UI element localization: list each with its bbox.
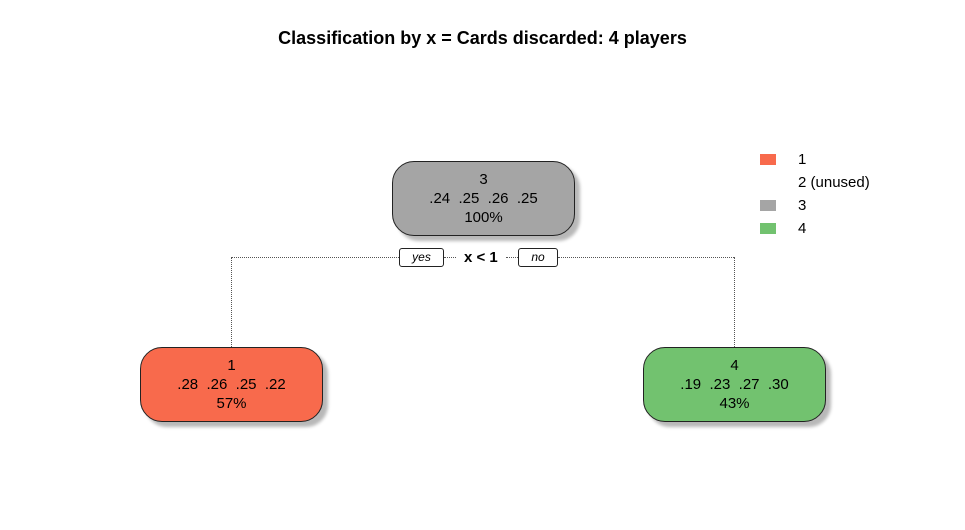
legend-label: 4	[798, 220, 807, 237]
legend-swatch	[760, 177, 776, 188]
no-label: no	[518, 248, 558, 267]
yes-label: yes	[399, 248, 444, 267]
connector-left-vertical	[231, 257, 232, 347]
root-class: 3	[479, 171, 488, 188]
legend: 1 2 (unused) 3 4	[760, 148, 870, 240]
left-class: 1	[227, 357, 236, 374]
legend-swatch	[760, 200, 776, 211]
chart-title: Classification by x = Cards discarded: 4…	[278, 28, 687, 48]
left-probs: .28 .26 .25 .22	[177, 376, 286, 393]
left-leaf-node: 1 .28 .26 .25 .22 57%	[140, 347, 323, 422]
right-probs: .19 .23 .27 .30	[680, 376, 789, 393]
legend-item: 4	[760, 217, 870, 240]
root-pct: 100%	[464, 209, 503, 226]
legend-item: 3	[760, 194, 870, 217]
legend-item: 2 (unused)	[760, 171, 870, 194]
legend-item: 1	[760, 148, 870, 171]
right-pct: 43%	[719, 395, 750, 412]
connector-mid-right	[506, 257, 518, 258]
right-class: 4	[730, 357, 739, 374]
connector-left-horizontal	[231, 257, 399, 258]
legend-label: 2 (unused)	[798, 174, 870, 191]
legend-label: 1	[798, 151, 807, 168]
legend-swatch	[760, 154, 776, 165]
connector-right-horizontal	[558, 257, 734, 258]
left-pct: 57%	[216, 395, 247, 412]
root-probs: .24 .25 .26 .25	[429, 190, 538, 207]
split-rule: x < 1	[464, 249, 498, 266]
legend-swatch	[760, 223, 776, 234]
root-node: 3 .24 .25 .26 .25 100%	[392, 161, 575, 236]
right-leaf-node: 4 .19 .23 .27 .30 43%	[643, 347, 826, 422]
connector-mid-left	[444, 257, 456, 258]
connector-right-vertical	[734, 257, 735, 347]
legend-label: 3	[798, 197, 807, 214]
